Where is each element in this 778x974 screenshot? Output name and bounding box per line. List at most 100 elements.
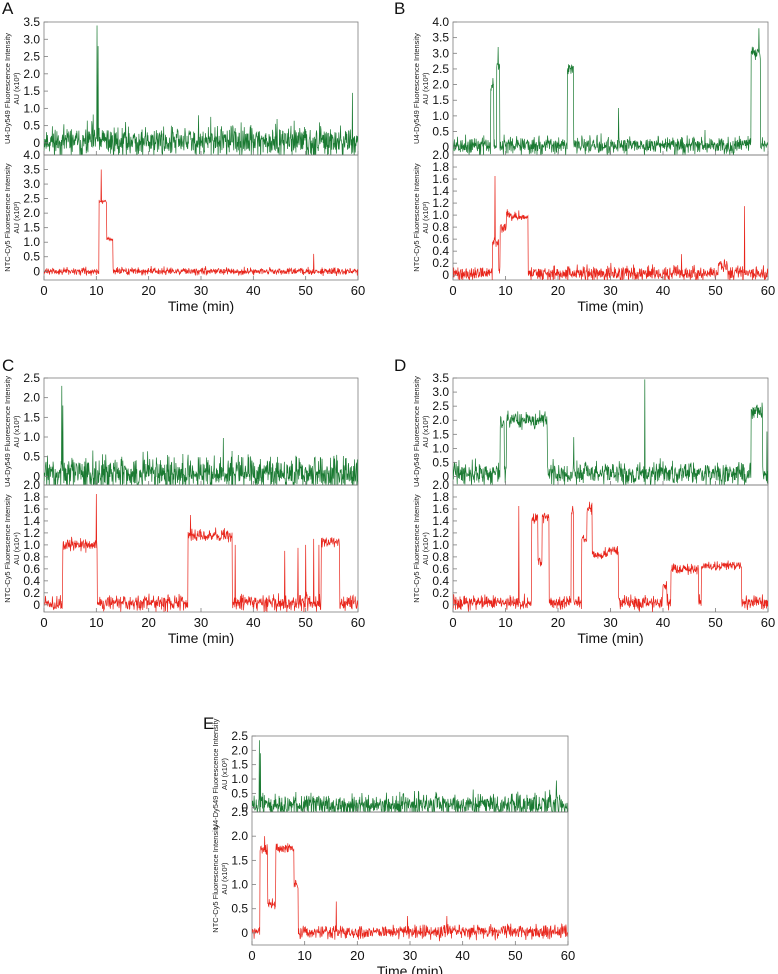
panel-e-xtick-label: 50 — [508, 948, 522, 963]
panel-b-bottom-ytick-label: 0.2 — [432, 256, 449, 270]
panel-e-bottom-ylabel-line: NTC-Cy5 Fluorescence Intensity — [211, 824, 220, 933]
panel-a-top-ytick-label: 1.5 — [23, 84, 40, 98]
panel-d-xtick-label: 0 — [449, 615, 456, 630]
panel-d-bottom-ylabel-line: NTC-Cy5 Fluorescence Intensity — [412, 494, 421, 603]
panel-c-bottom-ytick-label: 1.8 — [23, 490, 40, 504]
panel-e-bottom-ytick-label: 1.5 — [231, 853, 248, 867]
panel-d-bottom-ylabel-line: AU (x10⁴) — [421, 532, 430, 565]
panel-b-xtick-label: 10 — [498, 283, 512, 298]
panel-a-bottom-ytick-label: 1.5 — [23, 221, 40, 235]
panel-c-top-ytick-label: 0 — [33, 469, 40, 483]
panel-d-top-ylabel-line: U4-Dy549 Fluorescence Intensity — [412, 376, 421, 487]
panel-c-bottom-ytick-label: 1.2 — [23, 526, 40, 540]
panel-a-xtick-label: 10 — [89, 283, 103, 298]
panel-e-xtick-label: 10 — [297, 948, 311, 963]
panel-a-xtick-label: 20 — [141, 283, 155, 298]
panel-c-bottom-ylabel-line: NTC-Cy5 Fluorescence Intensity — [3, 494, 12, 603]
panel-b-xtick-label: 50 — [708, 283, 722, 298]
panel-b-bottom-ytick-label: 0.4 — [432, 244, 449, 258]
panel-b-xtick-label: 40 — [656, 283, 670, 298]
panel-c-xtick-label: 40 — [246, 615, 260, 630]
panel-d-xtick-label: 40 — [656, 615, 670, 630]
panel-a-bottom-ytick-label: 2.0 — [23, 206, 40, 220]
panel-e-bottom-ylabel-line: AU (x10³) — [220, 862, 229, 895]
panel-b-bottom-ytick-label: 1.8 — [432, 160, 449, 174]
panel-d-top-ytick-label: 0.5 — [432, 455, 449, 469]
panel-e-top-ytick-label: 0 — [241, 801, 248, 815]
panel-a-bottom-ytick-label: 0 — [33, 264, 40, 278]
panel-e-xlabel: Time (min) — [377, 963, 443, 974]
panel-d-bottom-ytick-label: 1.0 — [432, 538, 449, 552]
panel-d-bottom-ytick-label: 1.8 — [432, 490, 449, 504]
panel-a-bottom-frame — [43, 154, 359, 281]
panel-b-bottom-ytick-label: 0 — [442, 268, 449, 282]
panel-b-bottom-ylabel-line: AU (x10³) — [421, 201, 430, 234]
panel-e-top-ytick-label: 0.5 — [231, 786, 248, 800]
panel-b-bottom-ytick-label: 2.0 — [432, 148, 449, 162]
panel-e-top-ytick-label: 2.0 — [231, 743, 248, 757]
panel-b-top-trace — [453, 28, 768, 155]
panel-d-top-ytick-label: 3.0 — [432, 385, 449, 399]
panel-d-bottom-ytick-label: 2.0 — [432, 478, 449, 492]
panel-e-bottom-ytick-label: 0.5 — [231, 902, 248, 916]
panel-a-top-ytick-label: 3.0 — [23, 32, 40, 46]
panel-a-top-trace — [44, 25, 358, 155]
panel-c-bottom-ytick-label: 0 — [33, 598, 40, 612]
panel-b-bottom-ylabel-line: NTC-Cy5 Fluorescence Intensity — [412, 163, 421, 272]
panel-a-xlabel: Time (min) — [168, 298, 234, 314]
panel-a-bottom-ylabel-line: AU (x10³) — [12, 201, 21, 234]
panel-a-top-ylabel-line: AU (x10³) — [12, 72, 21, 105]
panel-c-top-trace — [44, 385, 358, 485]
panel-d-bottom-ytick-label: 1.2 — [432, 526, 449, 540]
panel-e-xtick-label: 0 — [248, 948, 255, 963]
panel-d-top-trace — [453, 379, 768, 485]
panel-c-bottom-ytick-label: 1.4 — [23, 514, 40, 528]
panel-e-top-ytick-label: 1.5 — [231, 758, 248, 772]
panel-b-xlabel: Time (min) — [577, 298, 643, 314]
panel-a-top-frame — [43, 21, 359, 156]
panel-a-xtick-label: 30 — [194, 283, 208, 298]
panel-b-xtick-label: 0 — [449, 283, 456, 298]
panel-a-bottom-ytick-label: 3.0 — [23, 177, 40, 191]
panel-c-top-ylabel-line: U4-Dy549 Fluorescence Intensity — [3, 376, 12, 487]
panel-d-bottom-ytick-label: 0 — [442, 598, 449, 612]
panel-c-letter: C — [2, 356, 14, 375]
panel-d-top-subplot: 00.51.01.52.02.53.03.5 U4-Dy549 Fluoresce… — [412, 371, 769, 487]
panel-e-top-subplot: 00.51.01.52.02.5U4-Dy549 Fluorescence In… — [211, 718, 569, 829]
panel-e-top-ylabel-line: U4-Dy549 Fluorescence Intensity — [211, 718, 220, 829]
panel-d-bottom-subplot: 00.20.40.60.81.01.21.41.61.82.00 10 20 30 40… — [412, 478, 775, 630]
panel-c-top-ytick-label: 2.0 — [23, 391, 40, 405]
panel-b-top-subplot: 00.5 1.0 1.52.0 2.5 3.03.5 4.0 U4-Dy549 Fluore… — [412, 15, 769, 156]
panel-a-xtick-label: 40 — [246, 283, 260, 298]
panel-a-bottom-ytick-label: 2.5 — [23, 192, 40, 206]
panel-b-bottom-trace — [453, 176, 768, 280]
panel-c-xtick-label: 10 — [89, 615, 103, 630]
panel-b-top-ytick-label: 2.5 — [432, 62, 449, 76]
panel-e-bottom-subplot: 0 0.5 1.0 1.5 2.0 2.5 0 10 20 30 40 50 60 NTC-Cy5 Flu… — [211, 805, 575, 963]
panel-b-xtick-label: 60 — [761, 283, 775, 298]
panel-a-letter: A — [2, 0, 14, 18]
panel-c-bottom-ytick-label: 0.8 — [23, 550, 40, 564]
panel-c-bottom-ytick-label: 2.0 — [23, 478, 40, 492]
panel-a-xtick-label: 50 — [298, 283, 312, 298]
panel-c-top-subplot: 0 0.5 1.0 1.5 2.0 2.5 U4-Dy549 Fluorescence In… — [3, 371, 359, 487]
panel-c-bottom-ytick-label: 0.2 — [23, 586, 40, 600]
panel-d-top-ytick-label: 2.5 — [432, 399, 449, 413]
panel-c-bottom-ytick-label: 0.6 — [23, 562, 40, 576]
panel-a-bottom-subplot: 00.51.01.52.02.53.03.54.00 10 20 30 40 50 60NT… — [3, 148, 365, 298]
panel-b-top-ytick-label: 0.5 — [432, 125, 449, 139]
panel-e-xtick-label: 20 — [350, 948, 364, 963]
panel-a-bottom-trace — [44, 169, 358, 277]
panel-c-xlabel: Time (min) — [168, 630, 234, 646]
panel-c-xtick-label: 0 — [40, 615, 47, 630]
panel-b-bottom-ytick-label: 0.8 — [432, 220, 449, 234]
panel-a-top-ytick-label: 1.0 — [23, 101, 40, 115]
panel-e-letter: E — [203, 714, 214, 733]
panel-d-bottom-ytick-label: 0.4 — [432, 574, 449, 588]
panel-b-top-ytick-label: 3.5 — [432, 31, 449, 45]
panel-b-bottom-ytick-label: 0.6 — [432, 232, 449, 246]
panel-d-bottom-ytick-label: 0.2 — [432, 586, 449, 600]
panel-b-xtick-label: 30 — [603, 283, 617, 298]
panel-b-top-ytick-label: 4.0 — [432, 15, 449, 29]
panel-d-xtick-label: 50 — [708, 615, 722, 630]
